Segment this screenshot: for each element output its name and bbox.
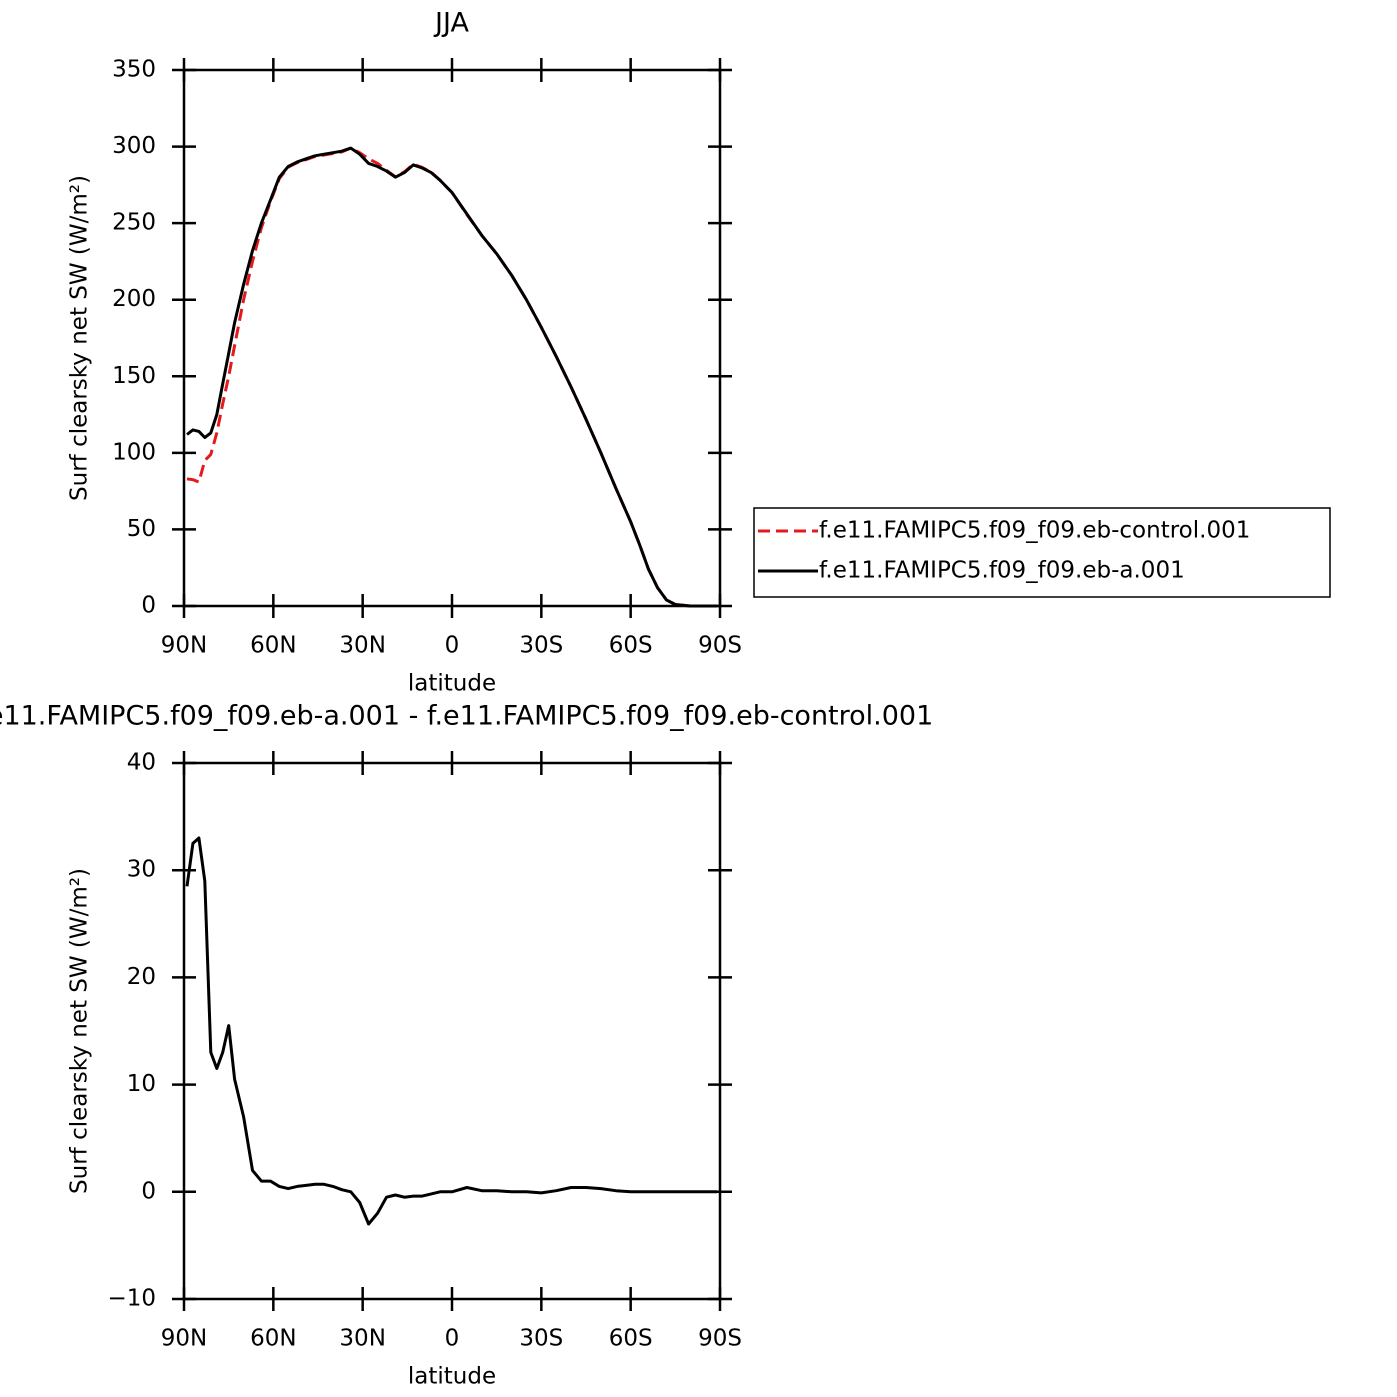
y-tick-label: 200 (112, 286, 156, 312)
legend-label: f.e11.FAMIPC5.f09_f09.eb-control.001 (819, 518, 1250, 544)
x-tick-label: 0 (445, 1326, 460, 1352)
y-axis-label: Surf clearsky net SW (W/m²) (67, 868, 93, 1194)
chart-title: f.e11.FAMIPC5.f09_f09.eb-a.001 - f.e11.F… (0, 701, 933, 732)
x-tick-label: 30S (519, 1326, 563, 1352)
y-tick-label: 0 (141, 593, 156, 619)
y-tick-label: 300 (112, 133, 156, 159)
x-axis-label: latitude (408, 671, 496, 697)
x-tick-label: 60S (609, 1326, 653, 1352)
y-tick-label: 30 (127, 857, 156, 883)
x-tick-label: 0 (445, 633, 460, 659)
legend-box (753, 507, 1331, 598)
y-tick-label: 100 (112, 439, 156, 465)
plot-frame (182, 68, 722, 608)
series-line (185, 836, 717, 1226)
y-tick-label: 10 (127, 1071, 156, 1097)
x-tick-label: 30S (519, 633, 563, 659)
y-tick-label: 250 (112, 210, 156, 236)
x-tick-label: 30N (339, 1326, 385, 1352)
y-tick-label: 20 (127, 964, 156, 990)
series-line (186, 146, 717, 608)
y-tick-label: 50 (127, 516, 156, 542)
x-tick-label: 90N (161, 1326, 207, 1352)
y-tick-label: −10 (107, 1286, 156, 1312)
x-tick-label: 30N (339, 633, 385, 659)
x-tick-label: 60N (250, 1326, 296, 1352)
y-tick-label: 0 (141, 1178, 156, 1204)
x-tick-label: 60S (609, 633, 653, 659)
plot-frame (182, 761, 722, 1301)
x-axis-label: latitude (408, 1364, 496, 1390)
chart-title: JJA (433, 8, 469, 39)
x-tick-label: 90S (698, 633, 742, 659)
y-axis-label: Surf clearsky net SW (W/m²) (67, 175, 93, 501)
y-tick-label: 40 (127, 750, 156, 776)
x-tick-label: 60N (250, 633, 296, 659)
y-tick-label: 150 (112, 363, 156, 389)
x-tick-label: 90N (161, 633, 207, 659)
x-tick-label: 90S (698, 1326, 742, 1352)
legend-label: f.e11.FAMIPC5.f09_f09.eb-a.001 (819, 558, 1185, 584)
y-tick-label: 350 (112, 57, 156, 83)
